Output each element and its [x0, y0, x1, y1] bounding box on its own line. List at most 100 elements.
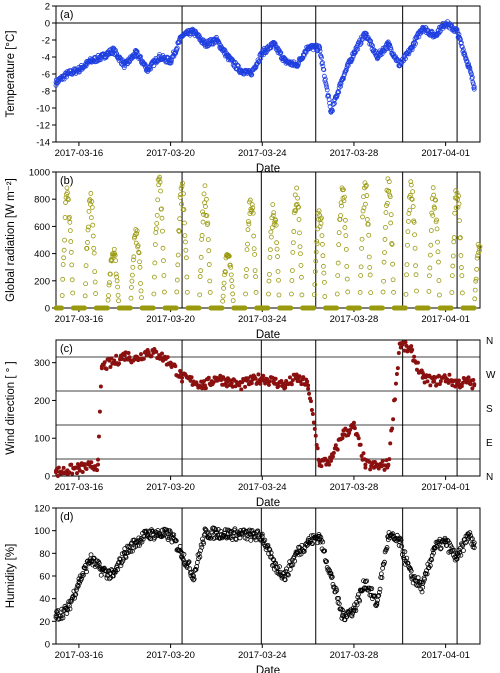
- data-point: [329, 574, 335, 580]
- data-point: [129, 285, 134, 290]
- data-point: [340, 436, 345, 441]
- data-point: [88, 552, 94, 558]
- compass-label: S: [486, 404, 493, 415]
- data-point: [61, 247, 67, 253]
- data-point: [449, 273, 455, 279]
- data-point: [459, 542, 465, 548]
- data-point: [419, 579, 424, 585]
- data-point: [403, 305, 408, 311]
- data-point: [136, 542, 142, 548]
- data-point: [342, 217, 348, 223]
- data-point: [113, 48, 119, 53]
- compass-label: W: [486, 370, 496, 381]
- data-point: [136, 250, 142, 256]
- data-point: [182, 233, 188, 239]
- data-point: [357, 290, 363, 295]
- data-point: [460, 543, 466, 549]
- data-point: [314, 443, 319, 448]
- data-point: [301, 375, 306, 380]
- data-point: [196, 551, 202, 557]
- data-point: [66, 197, 71, 203]
- data-point: [239, 387, 244, 392]
- data-point: [232, 59, 238, 65]
- data-point: [248, 71, 254, 77]
- x-tick-label: 2017-03-24: [238, 148, 287, 159]
- data-point: [270, 213, 276, 218]
- data-point: [129, 272, 135, 278]
- data-point: [335, 447, 340, 452]
- data-point: [275, 269, 281, 274]
- data-point: [456, 378, 461, 383]
- data-point: [363, 30, 368, 36]
- data-point: [266, 546, 272, 552]
- data-point: [359, 454, 364, 459]
- data-point: [198, 268, 204, 274]
- data-point: [470, 386, 475, 391]
- data-point: [395, 366, 400, 371]
- data-point: [363, 183, 369, 188]
- data-point: [77, 69, 82, 75]
- data-point: [397, 341, 402, 346]
- data-point: [271, 562, 277, 568]
- data-point: [127, 355, 132, 360]
- data-point: [404, 555, 410, 561]
- y-tick-label: 120: [34, 504, 50, 515]
- data-point: [368, 290, 374, 296]
- data-point: [471, 84, 477, 90]
- data-point: [134, 231, 140, 237]
- data-point: [320, 263, 326, 269]
- data-point: [412, 245, 418, 251]
- data-point: [356, 436, 361, 441]
- data-point: [137, 259, 142, 265]
- data-point: [63, 200, 68, 205]
- data-point: [66, 214, 72, 220]
- data-point: [228, 530, 233, 535]
- data-point: [159, 206, 164, 212]
- y-axis-title: Temperature [°C]: [5, 30, 17, 117]
- data-point: [96, 561, 102, 566]
- data-point: [404, 343, 409, 348]
- data-point: [472, 383, 477, 388]
- data-point: [366, 232, 372, 238]
- data-point: [276, 384, 281, 389]
- data-point: [267, 247, 273, 253]
- data-point: [176, 229, 182, 234]
- data-point: [322, 548, 328, 554]
- y-axis-title: Humidity [%]: [5, 544, 17, 609]
- data-point: [408, 573, 414, 579]
- x-axis-title: Date: [256, 163, 280, 175]
- data-point: [447, 372, 452, 377]
- data-point: [381, 278, 386, 284]
- data-point: [69, 462, 74, 467]
- data-point: [471, 378, 476, 383]
- x-tick-label: 2017-03-28: [330, 148, 379, 159]
- data-point: [85, 240, 90, 245]
- data-point: [413, 41, 418, 46]
- data-point: [315, 446, 320, 451]
- data-point: [427, 265, 433, 271]
- data-point: [84, 467, 89, 472]
- data-point: [65, 190, 70, 196]
- data-point: [456, 193, 461, 199]
- data-point: [351, 607, 357, 613]
- data-point: [161, 531, 166, 537]
- data-point: [154, 212, 160, 218]
- x-tick-label: 2017-04-01: [421, 482, 470, 493]
- data-point: [173, 305, 179, 311]
- data-point: [252, 534, 258, 539]
- data-point: [363, 579, 368, 585]
- data-point: [179, 201, 184, 207]
- data-point: [150, 529, 156, 535]
- data-point: [374, 600, 380, 606]
- data-point: [179, 183, 185, 189]
- data-point: [366, 254, 372, 260]
- data-point: [374, 54, 380, 60]
- data-point: [347, 431, 352, 436]
- data-point: [314, 238, 320, 244]
- data-point: [376, 592, 382, 598]
- x-tick-label: 2017-04-01: [421, 148, 470, 159]
- data-point: [438, 545, 444, 551]
- data-point: [65, 71, 70, 77]
- data-point: [312, 426, 317, 431]
- data-point: [253, 289, 259, 295]
